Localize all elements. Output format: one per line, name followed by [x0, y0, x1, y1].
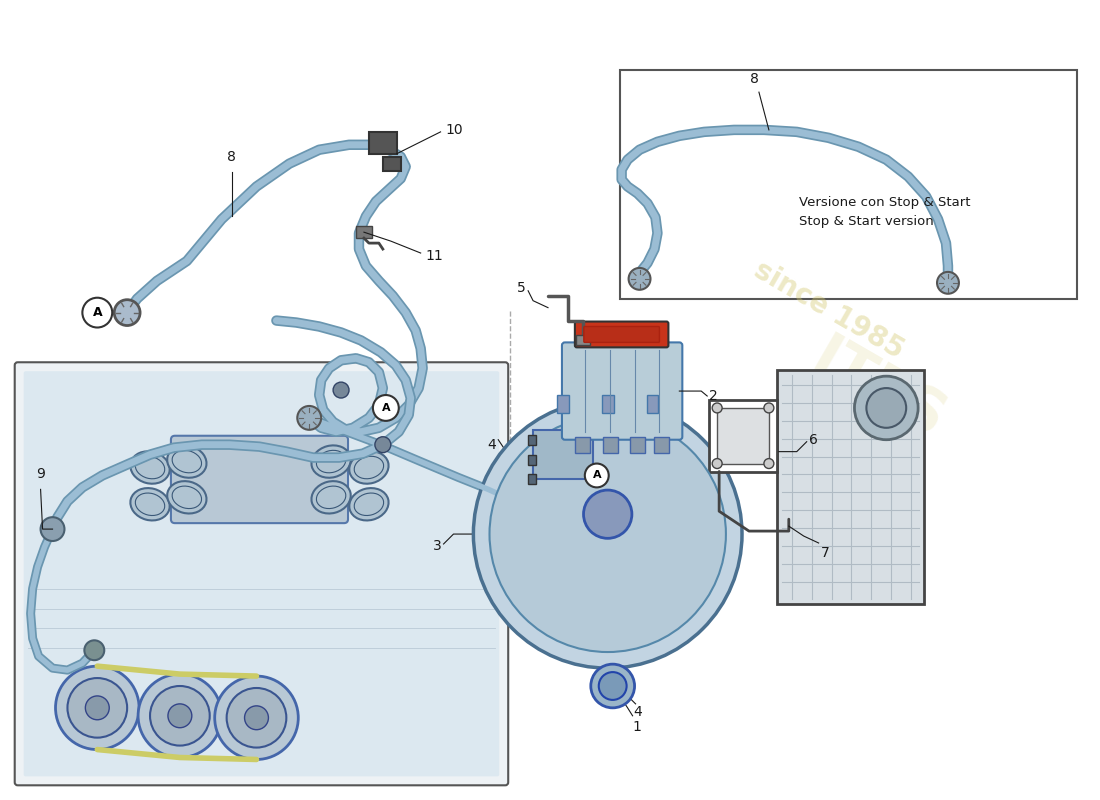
Circle shape — [227, 688, 286, 747]
FancyBboxPatch shape — [170, 436, 348, 523]
Text: 8: 8 — [228, 150, 236, 164]
Circle shape — [473, 400, 742, 668]
Circle shape — [583, 490, 631, 538]
Bar — [528, 454, 536, 465]
Circle shape — [82, 298, 112, 327]
Text: 6: 6 — [808, 433, 817, 446]
Text: 11: 11 — [426, 249, 443, 263]
FancyBboxPatch shape — [584, 326, 659, 342]
Circle shape — [55, 666, 139, 750]
Ellipse shape — [350, 488, 388, 521]
Text: A: A — [593, 470, 601, 481]
Text: since 1985: since 1985 — [749, 257, 909, 365]
Circle shape — [598, 672, 627, 700]
Text: 5: 5 — [517, 281, 526, 294]
Bar — [557, 395, 569, 413]
Ellipse shape — [167, 481, 207, 514]
Circle shape — [628, 268, 650, 290]
Circle shape — [333, 382, 349, 398]
Circle shape — [150, 686, 210, 746]
Text: Versione con Stop & Start
Stop & Start version: Versione con Stop & Start Stop & Start v… — [799, 197, 970, 229]
Text: A: A — [382, 403, 390, 413]
FancyBboxPatch shape — [717, 408, 769, 463]
Bar — [603, 437, 618, 453]
Circle shape — [168, 704, 191, 728]
Text: 3: 3 — [432, 539, 441, 553]
Text: 8: 8 — [749, 72, 758, 86]
FancyBboxPatch shape — [14, 362, 508, 786]
Circle shape — [585, 463, 608, 487]
Bar — [528, 434, 536, 445]
FancyBboxPatch shape — [562, 342, 682, 440]
Text: 2: 2 — [710, 389, 718, 403]
Bar — [647, 395, 659, 413]
Bar — [528, 474, 536, 485]
Circle shape — [244, 706, 268, 730]
Text: 10: 10 — [446, 123, 463, 137]
Ellipse shape — [311, 446, 351, 478]
Circle shape — [712, 403, 722, 413]
Text: 9: 9 — [36, 467, 45, 482]
Ellipse shape — [167, 446, 207, 478]
FancyBboxPatch shape — [777, 370, 924, 603]
Circle shape — [67, 678, 128, 738]
Ellipse shape — [311, 481, 351, 514]
FancyBboxPatch shape — [368, 132, 397, 154]
FancyBboxPatch shape — [534, 430, 593, 479]
Bar — [654, 437, 670, 453]
Circle shape — [297, 406, 321, 430]
Text: 1: 1 — [632, 720, 641, 734]
Ellipse shape — [131, 488, 169, 521]
FancyBboxPatch shape — [575, 322, 669, 347]
Circle shape — [867, 388, 906, 428]
FancyBboxPatch shape — [619, 70, 1077, 298]
Circle shape — [114, 300, 140, 326]
Circle shape — [375, 437, 390, 453]
Text: A: A — [92, 306, 102, 319]
Ellipse shape — [350, 451, 388, 484]
Text: 4: 4 — [634, 705, 642, 719]
Circle shape — [591, 664, 635, 708]
FancyBboxPatch shape — [383, 157, 400, 170]
Bar — [576, 335, 590, 346]
Circle shape — [855, 376, 918, 440]
Bar — [575, 437, 590, 453]
Bar — [629, 437, 645, 453]
Circle shape — [763, 458, 774, 469]
Bar — [602, 395, 614, 413]
Ellipse shape — [131, 451, 169, 484]
FancyBboxPatch shape — [24, 371, 499, 776]
Text: 7: 7 — [821, 546, 829, 560]
Circle shape — [490, 416, 726, 652]
Circle shape — [712, 458, 722, 469]
Circle shape — [41, 517, 65, 541]
Circle shape — [139, 674, 222, 758]
Circle shape — [763, 403, 774, 413]
Circle shape — [214, 676, 298, 759]
Circle shape — [85, 640, 104, 660]
Circle shape — [86, 696, 109, 720]
FancyBboxPatch shape — [356, 226, 372, 238]
Circle shape — [937, 272, 959, 294]
Text: 4: 4 — [487, 438, 496, 452]
FancyBboxPatch shape — [710, 400, 777, 471]
Text: ITES: ITES — [802, 330, 955, 450]
Circle shape — [373, 395, 399, 421]
